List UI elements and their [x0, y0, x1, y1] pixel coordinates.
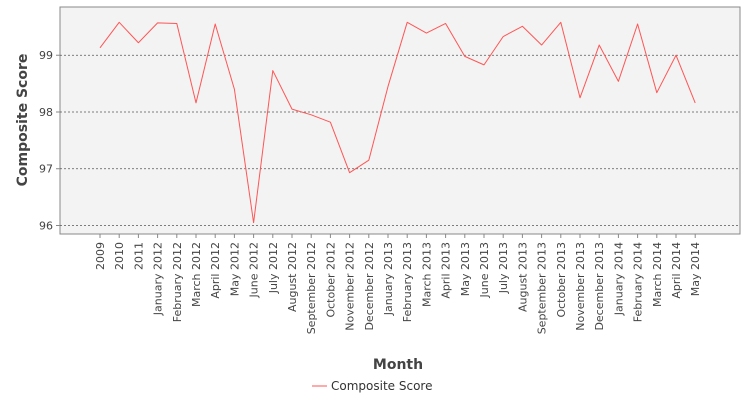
x-tick-label: April 2012 [209, 242, 222, 299]
data-point[interactable] [519, 23, 525, 29]
x-tick-label: January 2014 [612, 242, 625, 316]
x-tick-label: November 2012 [344, 242, 357, 331]
x-tick-label: May 2013 [459, 242, 472, 296]
x-tick-label: July 2013 [497, 242, 510, 294]
x-tick-label: 2010 [113, 242, 126, 270]
x-tick-label: May 2014 [689, 242, 702, 296]
data-point[interactable] [212, 21, 218, 27]
x-tick-label: May 2012 [228, 242, 241, 296]
data-point[interactable] [673, 52, 679, 58]
data-point[interactable] [500, 34, 506, 40]
x-tick-label: January 2013 [382, 242, 395, 316]
y-axis-title: Composite Score [15, 54, 31, 187]
data-point[interactable] [251, 220, 257, 226]
data-point[interactable] [174, 20, 180, 26]
data-point[interactable] [558, 19, 564, 25]
data-point[interactable] [193, 100, 199, 106]
x-tick-label: April 2013 [440, 242, 453, 299]
x-tick-label: October 2013 [555, 242, 568, 318]
data-point[interactable] [270, 68, 276, 74]
data-point[interactable] [116, 19, 122, 25]
legend[interactable]: Composite Score [312, 379, 432, 393]
x-tick-label: September 2012 [305, 242, 318, 334]
data-point[interactable] [135, 40, 141, 46]
x-tick-label: February 2014 [632, 242, 645, 322]
y-tick-label: 98 [39, 106, 53, 119]
x-tick-label: December 2012 [363, 242, 376, 331]
plot-area [59, 6, 741, 235]
data-point[interactable] [308, 112, 314, 118]
x-tick-label: September 2013 [536, 242, 549, 334]
data-point[interactable] [231, 86, 237, 92]
x-tick-label: August 2012 [286, 242, 299, 312]
gridlines [60, 54, 740, 226]
data-point[interactable] [155, 20, 161, 26]
data-point[interactable] [462, 53, 468, 59]
x-axis: 2009 2010 2011 January 2012 February 2012 Mar… [94, 234, 702, 334]
data-point[interactable] [347, 170, 353, 176]
x-tick-label: November 2013 [574, 242, 587, 331]
x-tick-label: March 2013 [420, 242, 433, 307]
x-tick-label: August 2013 [516, 242, 529, 312]
data-point[interactable] [577, 95, 583, 101]
x-tick-label: February 2012 [171, 242, 184, 322]
y-axis: 96 97 98 99 [39, 49, 60, 232]
data-point[interactable] [385, 83, 391, 89]
series-line [99, 21, 696, 224]
x-tick-label: October 2012 [324, 242, 337, 318]
y-tick-label: 96 [39, 219, 53, 232]
x-tick-label: March 2014 [651, 242, 664, 307]
x-tick-label: January 2012 [152, 242, 165, 316]
data-point[interactable] [654, 90, 660, 96]
series-layer [97, 19, 698, 226]
data-point[interactable] [97, 45, 103, 51]
x-axis-title: Month [373, 357, 423, 373]
x-tick-label: June 2012 [248, 242, 261, 298]
x-tick-label: 2011 [132, 242, 145, 270]
data-point[interactable] [327, 119, 333, 125]
y-tick-label: 97 [39, 163, 53, 176]
data-point[interactable] [443, 20, 449, 26]
y-tick-label: 99 [39, 49, 53, 62]
legend-label: Composite Score [331, 379, 432, 393]
data-point[interactable] [366, 157, 372, 163]
x-tick-label: April 2014 [670, 242, 683, 299]
x-tick-label: July 2012 [267, 242, 280, 294]
x-tick-label: December 2013 [593, 242, 606, 331]
data-point[interactable] [423, 30, 429, 36]
data-point[interactable] [615, 78, 621, 84]
x-tick-label: June 2013 [478, 242, 491, 298]
data-point[interactable] [635, 21, 641, 27]
data-point[interactable] [692, 100, 698, 106]
data-point[interactable] [481, 62, 487, 68]
x-tick-label: February 2013 [401, 242, 414, 322]
x-tick-label: 2009 [94, 242, 107, 270]
data-point[interactable] [596, 42, 602, 48]
data-point[interactable] [539, 42, 545, 48]
data-point[interactable] [289, 106, 295, 112]
data-point[interactable] [404, 19, 410, 25]
x-tick-label: March 2012 [190, 242, 203, 307]
